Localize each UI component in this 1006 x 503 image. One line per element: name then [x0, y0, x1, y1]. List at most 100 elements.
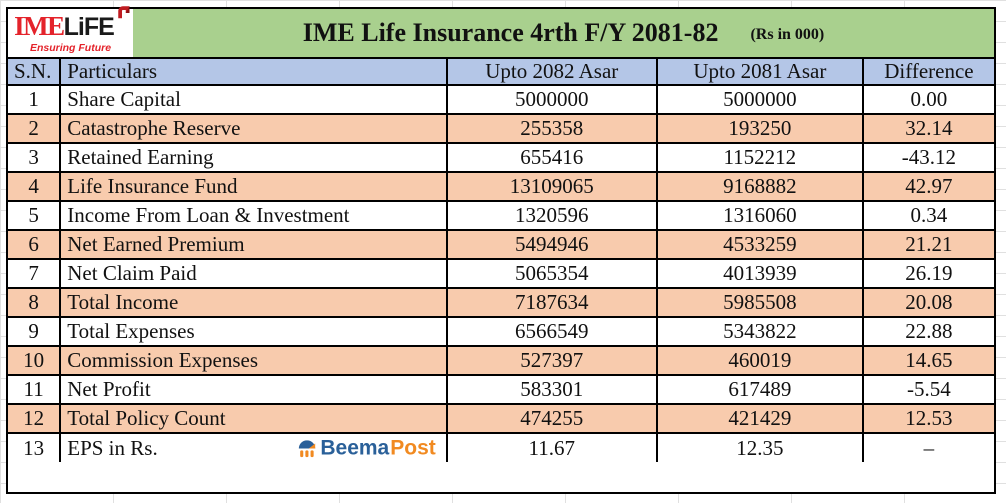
cell-sn: 3 [8, 142, 62, 173]
title-band: IMELiFE Ensuring Future IME Life Insuran… [8, 5, 994, 59]
cell-difference: 14.65 [861, 345, 994, 376]
cell-upto-2081: 4013939 [655, 258, 864, 289]
col-header-particulars: Particulars [59, 59, 448, 86]
cell-difference: 0.34 [861, 200, 994, 231]
cell-upto-2081: 421429 [655, 403, 864, 434]
table-row: 8 Total Income 7187634 5985508 20.08 [8, 287, 994, 318]
table-row: 1 Share Capital 5000000 5000000 0.00 [8, 84, 994, 115]
cell-sn: 13 [8, 432, 62, 462]
table-row: 2 Catastrophe Reserve 255358 193250 32.14 [8, 113, 994, 144]
cell-sn: 5 [8, 200, 62, 231]
cell-particular: Income From Loan & Investment [59, 200, 448, 231]
cell-upto-2082: 7187634 [445, 287, 658, 318]
cell-sn: 12 [8, 403, 62, 434]
cell-difference: 21.21 [861, 229, 994, 260]
cell-sn: 1 [8, 84, 62, 115]
cell-particular: Share Capital [59, 84, 448, 115]
cell-upto-2081: 5343822 [655, 316, 864, 347]
cell-upto-2082: 474255 [445, 403, 658, 434]
cell-upto-2082: 6566549 [445, 316, 658, 347]
report-units: (Rs in 000) [750, 26, 825, 43]
cell-difference: -5.54 [861, 374, 994, 405]
cell-difference: 42.97 [861, 171, 994, 202]
col-header-upto-2082: Upto 2082 Asar [445, 59, 658, 86]
table-row: 3 Retained Earning 655416 1152212 -43.12 [8, 142, 994, 173]
report-title: IME Life Insurance 4rth F/Y 2081-82 [302, 18, 719, 47]
table-row: 6 Net Earned Premium 5494946 4533259 21.21 [8, 229, 994, 260]
cell-upto-2081: 4533259 [655, 229, 864, 260]
cell-upto-2081: 617489 [655, 374, 864, 405]
cell-sn: 4 [8, 171, 62, 202]
table-header-row: S.N. Particulars Upto 2082 Asar Upto 208… [8, 59, 994, 86]
cell-sn: 6 [8, 229, 62, 260]
cell-particular: Net Profit [59, 374, 448, 405]
table-row: 11 Net Profit 583301 617489 -5.54 [8, 374, 994, 405]
logo-text-ime: IME [14, 10, 65, 41]
cell-upto-2082: 583301 [445, 374, 658, 405]
table-row: 5 Income From Loan & Investment 1320596 131… [8, 200, 994, 231]
cell-upto-2082: 5000000 [445, 84, 658, 115]
cell-difference: 12.53 [861, 403, 994, 434]
cell-particular: Life Insurance Fund [59, 171, 448, 202]
cell-particular: Total Expenses [59, 316, 448, 347]
financial-report-table: IMELiFE Ensuring Future IME Life Insuran… [6, 5, 996, 494]
col-header-upto-2081: Upto 2081 Asar [655, 59, 864, 86]
beemapost-text-post: Post [390, 436, 436, 460]
cell-upto-2081: 5985508 [655, 287, 864, 318]
cell-particular: Catastrophe Reserve [59, 113, 448, 144]
cell-sn: 7 [8, 258, 62, 289]
cell-upto-2081: 193250 [655, 113, 864, 144]
cell-upto-2082: 527397 [445, 345, 658, 376]
table-row: 10 Commission Expenses 527397 460019 14.65 [8, 345, 994, 376]
table-row: 4 Life Insurance Fund 13109065 9168882 42.97 [8, 171, 994, 202]
cell-upto-2082: 11.67 [445, 432, 658, 462]
cell-upto-2082: 5065354 [445, 258, 658, 289]
table-row: 7 Net Claim Paid 5065354 4013939 26.19 [8, 258, 994, 289]
cell-upto-2081: 5000000 [655, 84, 864, 115]
cell-upto-2081: 460019 [655, 345, 864, 376]
cell-sn: 10 [8, 345, 62, 376]
cell-particular: Net Earned Premium [59, 229, 448, 260]
cell-upto-2082: 255358 [445, 113, 658, 144]
cell-particular: Total Income [59, 287, 448, 318]
cell-upto-2081: 12.35 [655, 432, 864, 462]
cell-upto-2081: 9168882 [655, 171, 864, 202]
cell-particular: Total Policy Count [59, 403, 448, 434]
cell-difference: -43.12 [861, 142, 994, 173]
table-row: 9 Total Expenses 6566549 5343822 22.88 [8, 316, 994, 347]
table-row: 12 Total Policy Count 474255 421429 12.53 [8, 403, 994, 434]
logo-wordmark: IMELiFE [14, 5, 130, 41]
cell-particular: Retained Earning [59, 142, 448, 173]
cell-difference: 32.14 [861, 113, 994, 144]
col-header-sn: S.N. [8, 59, 62, 86]
cell-difference: 20.08 [861, 287, 994, 318]
cell-particular: EPS in Rs. Beema Post [59, 432, 448, 462]
cell-upto-2082: 655416 [445, 142, 658, 173]
beemapost-umbrella-icon [299, 439, 316, 457]
cell-sn: 11 [8, 374, 62, 405]
cell-sn: 8 [8, 287, 62, 318]
beemapost-text-beema: Beema [320, 436, 390, 460]
beemapost-watermark: Beema Post [297, 436, 436, 460]
cell-sn: 9 [8, 316, 62, 347]
table-row: 13 EPS in Rs. Beema Post 11.67 12.35– [8, 432, 994, 462]
cell-difference: 0.00 [861, 84, 994, 115]
logo-text-life: LiFE [63, 12, 115, 41]
cell-sn: 2 [8, 113, 62, 144]
logo-arrow-icon [116, 4, 131, 23]
col-header-difference: Difference [861, 59, 994, 86]
cell-particular: Commission Expenses [59, 345, 448, 376]
cell-difference: 22.88 [861, 316, 994, 347]
cell-upto-2081: 1316060 [655, 200, 864, 231]
cell-upto-2082: 1320596 [445, 200, 658, 231]
ime-life-logo: IMELiFE Ensuring Future [8, 5, 133, 57]
logo-tagline: Ensuring Future [29, 41, 112, 54]
cell-particular: Net Claim Paid [59, 258, 448, 289]
cell-upto-2082: 5494946 [445, 229, 658, 260]
cell-difference: – [861, 432, 994, 462]
cell-upto-2081: 1152212 [655, 142, 864, 173]
cell-difference: 26.19 [861, 258, 994, 289]
cell-upto-2082: 13109065 [445, 171, 658, 202]
data-table: S.N. Particulars Upto 2082 Asar Upto 208… [8, 59, 994, 462]
report-title-bar: IME Life Insurance 4rth F/Y 2081-82 (Rs … [133, 9, 994, 57]
